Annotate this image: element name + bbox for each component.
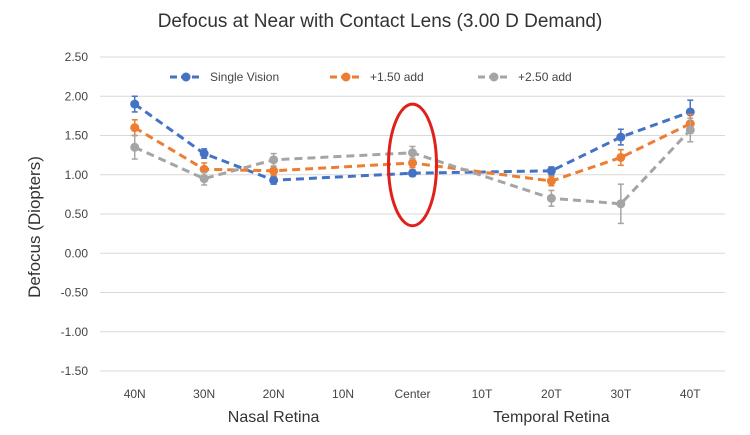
legend: Single Vision +1.50 add +2.50 add [170,70,572,84]
legend-swatch-marker [489,72,499,82]
series-layer [130,95,695,225]
data-point [408,168,417,178]
data-point [130,142,140,152]
y-tick-label: 1.00 [65,168,89,182]
data-point [269,175,279,185]
data-point [685,125,695,135]
y-tick-label: -1.00 [61,325,89,339]
y-tick-label: 0.50 [65,207,89,221]
data-point [546,193,556,203]
x-tick-label: 40N [124,387,146,401]
data-point [408,148,417,158]
data-point [199,174,209,184]
legend-entry: +2.50 add [478,70,572,84]
x-group-label: Nasal Retina [228,409,320,426]
data-point [269,155,279,165]
x-tick-label: 10T [472,387,493,401]
x-tick-label: 30N [193,387,215,401]
legend-entry: +1.50 add [330,70,424,84]
legend-label: +2.50 add [518,70,572,84]
data-point [616,132,626,142]
data-point [616,199,626,209]
x-tick-labels: 40N 30N 20N 10N Center 10T 20T 30T 40T [124,387,702,401]
x-tick-label: 20N [263,387,285,401]
data-point [408,158,417,168]
data-point [199,164,209,174]
series-2 [130,113,695,187]
legend-entry: Single Vision [170,70,279,84]
data-point [130,123,140,133]
y-tick-label: 2.00 [65,89,89,103]
x-tick-label: 20T [541,387,562,401]
y-tick-labels: -1.50 -1.00 -0.50 0.00 0.50 1.00 1.50 2.00 2.50 [61,50,89,378]
x-tick-label: 40T [680,387,701,401]
data-point [616,152,626,162]
data-point [130,99,140,109]
y-tick-label: -1.50 [61,364,89,378]
annotation-layer [387,102,438,228]
legend-label: +1.50 add [370,70,424,84]
x-group-label: Temporal Retina [493,409,610,426]
series-1 [130,95,695,185]
legend-swatch-marker [341,72,351,82]
y-tick-label: 1.50 [65,129,89,143]
data-point [546,166,556,176]
chart-title: Defocus at Near with Contact Lens (3.00 … [158,11,603,32]
y-tick-label: 2.50 [65,50,89,64]
data-point [199,149,209,159]
legend-label: Single Vision [210,70,279,84]
y-tick-label: -0.50 [61,286,89,300]
data-point [269,166,279,176]
series-3 [130,117,695,225]
x-group-labels: Nasal Retina Temporal Retina [228,409,610,426]
x-tick-label: 10N [332,387,354,401]
legend-swatch-marker [181,72,191,82]
x-tick-label: Center [394,387,430,401]
highlight-ellipse [387,102,438,228]
data-point [546,176,556,186]
x-tick-label: 30T [610,387,631,401]
y-tick-label: 0.00 [65,246,89,260]
y-axis-label: Defocus (Diopters) [25,156,44,298]
